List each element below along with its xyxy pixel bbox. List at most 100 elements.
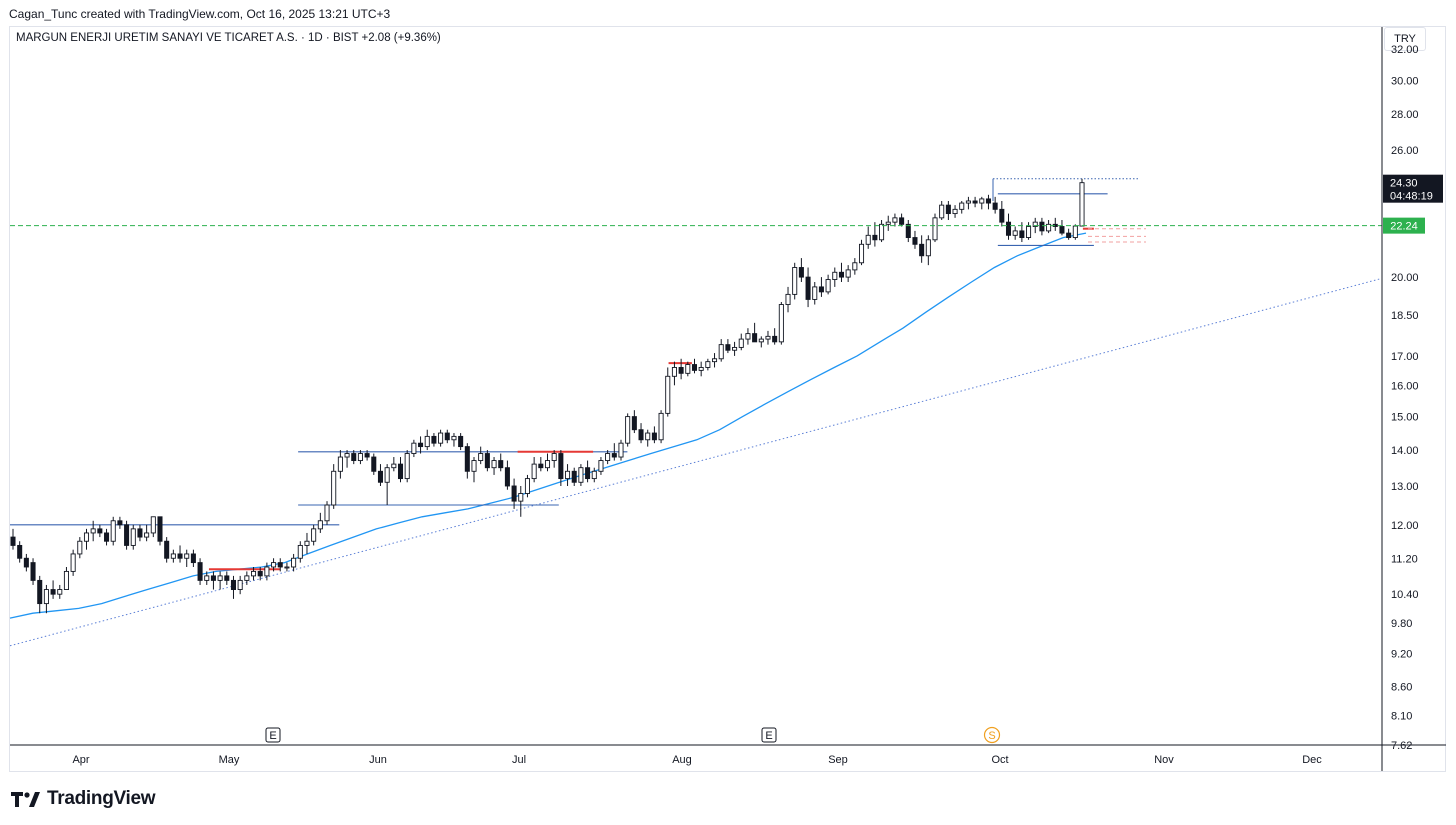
candle-body [598,460,604,472]
candle-body [1059,226,1065,234]
candle-body [391,463,397,469]
candle-body [1026,226,1032,239]
candle [705,358,711,371]
y-tick-label: 18.50 [1391,310,1419,322]
y-tick-label: 9.80 [1391,618,1412,630]
candle-body [251,570,257,577]
symbol-legend[interactable]: MARGUN ENERJI URETIM SANAYI VE TICARET A… [16,32,441,44]
candle-body [210,575,216,581]
candle-body [30,562,36,581]
candle [10,528,16,550]
candle [858,239,865,266]
candle-body [264,566,270,577]
candle [732,341,738,356]
currency-button[interactable]: TRY [1384,27,1426,51]
candle [277,558,283,572]
candle [899,213,905,227]
candle [384,464,390,506]
candle-body [511,485,517,502]
y-tick-label: 8.60 [1391,681,1412,693]
candle-body [752,333,758,343]
candle-body [311,528,317,542]
candle [70,549,76,576]
candle-body [952,208,958,215]
candle [391,457,397,472]
candle [638,423,644,444]
candle [144,524,150,542]
split-event-marker[interactable]: S [983,726,1001,744]
candle-body [912,237,918,245]
candle [959,200,965,214]
candle [297,541,303,563]
earnings-event-marker[interactable]: E [761,727,777,743]
candle-body [458,435,464,448]
candle [932,213,938,243]
candle-body [284,566,290,569]
candle-body [297,544,303,559]
candle-body [832,271,838,280]
bar-countdown-label: 04:48:19 [1390,191,1433,203]
candle-body [812,286,818,300]
candle-body [631,416,637,431]
candle [838,262,844,282]
candle-body [351,453,357,462]
candle-body [117,520,123,526]
candle-body [939,204,945,219]
candle [952,205,958,218]
event-marker-label: E [765,730,772,742]
earnings-event-marker[interactable]: E [265,727,281,743]
candle-body [397,463,404,480]
candle [397,457,404,483]
candle-body [905,223,911,239]
candle-body [591,470,597,480]
candle [524,474,530,498]
candle-body [10,536,16,546]
candle [979,196,985,210]
y-tick-label: 30.00 [1391,76,1419,88]
candle [97,524,103,538]
candle-body [37,579,43,605]
candle-body [738,338,744,348]
candle [104,528,110,546]
candle-body [271,562,277,568]
candle-body [83,532,90,542]
candle [718,339,724,362]
candle [438,429,444,447]
tradingview-brand[interactable]: TradingView [11,788,156,810]
candle [17,541,23,563]
candle [264,562,270,581]
candle-body [144,532,150,538]
candle [618,439,624,461]
candle [765,330,771,345]
candle [1012,226,1018,240]
candle [879,219,885,243]
candle-body [337,456,343,472]
candle [484,450,490,472]
candle [337,450,343,479]
reference-price-tag [1383,217,1425,234]
candle-body [558,453,564,480]
candle [130,524,136,550]
candle-body [865,234,871,245]
candle-body [418,442,424,448]
candle [885,215,891,231]
candle [224,571,230,585]
candle [558,450,564,486]
candle [357,450,363,465]
candle-body [805,276,811,300]
x-tick-label: Oct [991,754,1008,766]
candle [671,361,677,386]
candle-body [712,358,718,363]
candle-body [671,367,677,377]
candle-body [792,267,798,295]
candle-body [478,453,484,462]
candle-body [585,467,591,480]
candle [578,464,584,486]
candle [498,453,504,472]
candle-body [431,435,437,444]
candle [725,339,731,354]
candle-body [204,575,210,581]
y-tick-label: 28.00 [1391,109,1419,121]
candle-body [611,453,617,458]
